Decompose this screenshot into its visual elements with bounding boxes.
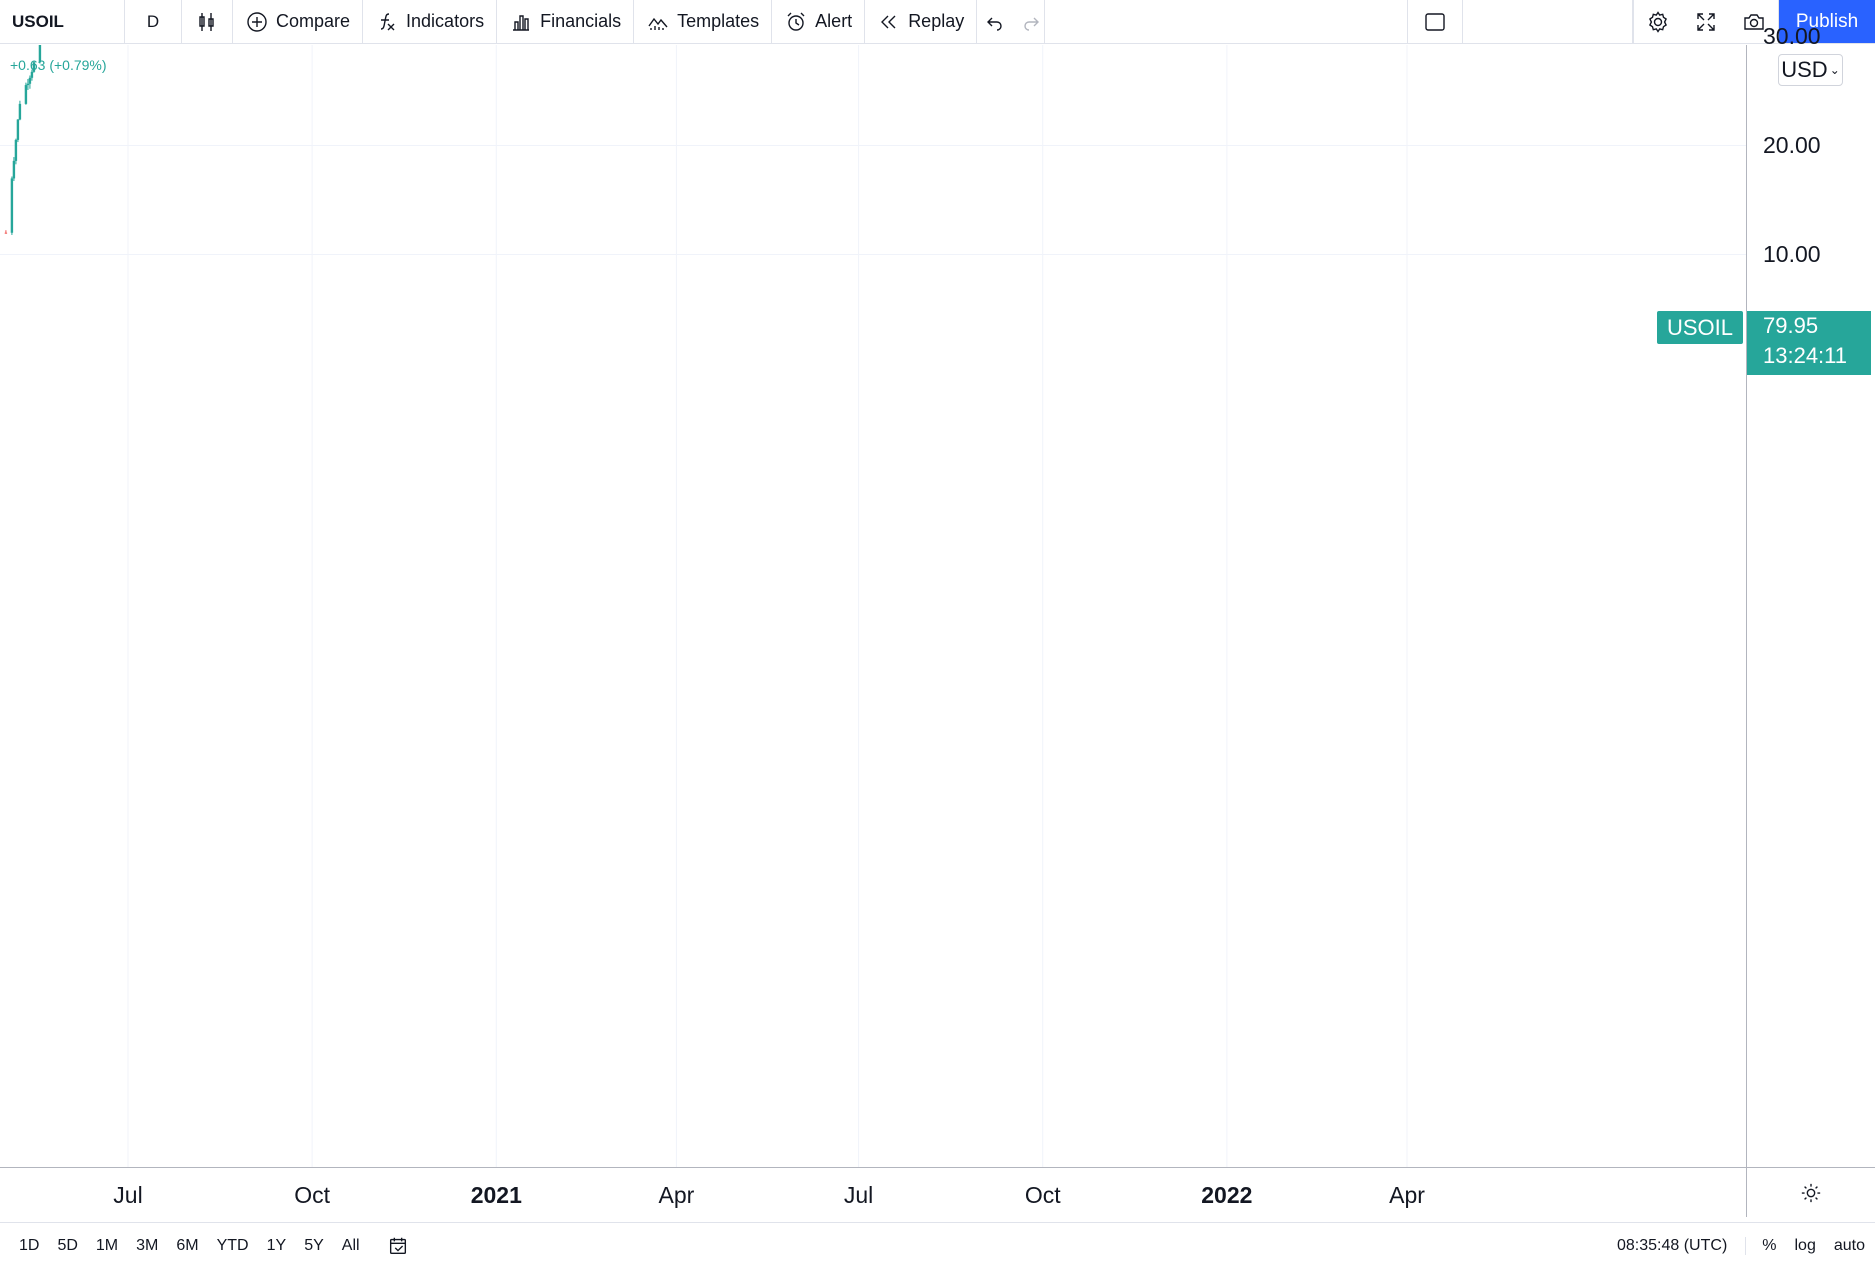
price-tick-label: 10.00 [1763, 240, 1821, 267]
candle-body [12, 160, 16, 179]
financials-button[interactable]: Financials [497, 0, 633, 43]
candle-body [4, 232, 8, 234]
percent-toggle[interactable]: % [1762, 1236, 1777, 1254]
symbol-badge: USOIL [1657, 311, 1743, 344]
financials-label: Financials [540, 11, 622, 31]
templates-icon [648, 17, 668, 30]
alarm-clock-icon [787, 12, 805, 31]
templates-label: Templates [677, 11, 760, 31]
gear-icon[interactable] [1634, 0, 1682, 43]
candle-body [30, 71, 34, 78]
candle-body [24, 85, 28, 104]
range-button-5d[interactable]: 5D [57, 1236, 78, 1254]
price-tick-label: 30.00 [1763, 22, 1821, 49]
templates-button[interactable]: Templates [634, 0, 771, 43]
layout-icon[interactable] [1423, 0, 1447, 43]
candle-body [14, 139, 18, 161]
bar-countdown: 13:24:11 [1763, 343, 1848, 368]
chevron-down-icon: ⌄ [1829, 63, 1840, 77]
candle-body [38, 45, 42, 63]
chart-pane[interactable] [0, 45, 1746, 1167]
range-button-5y[interactable]: 5Y [304, 1236, 324, 1254]
candle-body [26, 83, 30, 86]
time-tick-label: Apr [1389, 1182, 1425, 1208]
currency-label: USD [1781, 57, 1828, 82]
indicators-button[interactable]: Indicators [363, 0, 496, 43]
fullscreen-icon[interactable] [1682, 0, 1730, 43]
alert-label: Alert [815, 11, 853, 31]
price-chart[interactable] [0, 45, 1746, 1167]
time-tick-label: 2021 [470, 1182, 522, 1208]
candle-body [32, 62, 36, 72]
time-tick-label: Jul [113, 1182, 143, 1208]
auto-toggle[interactable]: auto [1833, 1236, 1865, 1254]
range-button-all[interactable]: All [341, 1236, 360, 1254]
time-tick-label: Apr [658, 1182, 695, 1208]
date-range-group: 1D 5D 1M 3M 6M YTD 1Y 5Y All [0, 1237, 369, 1255]
symbol-search-button[interactable]: USOIL [12, 11, 64, 31]
range-button-6m[interactable]: 6M [176, 1236, 199, 1254]
last-price-badge: 79.95 13:24:11 [1747, 311, 1871, 375]
candle-body [10, 178, 14, 233]
price-scale[interactable]: 100.0090.0070.0060.0050.0040.0030.0020.0… [1746, 23, 1875, 1167]
redo-icon[interactable] [1013, 0, 1049, 43]
utc-clock[interactable]: 08:35:48 (UTC) [1617, 1236, 1747, 1255]
time-tick-label: 2022 [1201, 1182, 1253, 1208]
rewind-icon [881, 15, 896, 28]
top-toolbar: USOIL D Compare Indicators Financials [0, 0, 1875, 44]
log-toggle[interactable]: log [1794, 1236, 1816, 1254]
currency-selector[interactable]: USD ⌄ [1778, 54, 1843, 86]
camera-icon[interactable] [1730, 0, 1778, 43]
calendar-icon [389, 1237, 406, 1254]
candle-body [16, 119, 20, 140]
compare-label: Compare [276, 11, 351, 31]
alert-button[interactable]: Alert [772, 0, 864, 43]
sun-gear-icon [1801, 1183, 1821, 1202]
undo-icon[interactable] [977, 0, 1013, 43]
replay-label: Replay [908, 11, 965, 31]
publish-button[interactable]: Publish [1779, 0, 1875, 43]
range-button-1y[interactable]: 1Y [266, 1236, 287, 1254]
go-to-date-button[interactable] [387, 1235, 409, 1257]
time-tick-label: Oct [1024, 1182, 1061, 1208]
axis-settings[interactable] [1746, 1167, 1875, 1217]
time-tick-label: Jul [843, 1182, 874, 1208]
range-button-1d[interactable]: 1D [19, 1236, 40, 1254]
function-icon [380, 12, 395, 30]
last-price: 79.95 [1763, 313, 1819, 338]
bar-chart-icon [513, 14, 530, 31]
price-tick-label: 20.00 [1763, 131, 1821, 158]
candle-body [28, 77, 32, 84]
candle-body [18, 103, 22, 120]
indicators-label: Indicators [406, 11, 485, 31]
price-change-legend: +0.63 (+0.79%) [10, 57, 107, 73]
range-button-1m[interactable]: 1M [95, 1236, 119, 1254]
bottom-toolbar: 1D 5D 1M 3M 6M YTD 1Y 5Y All 08:35:48 (UTC) % lo… [0, 1222, 1875, 1268]
replay-button[interactable]: Replay [865, 0, 976, 43]
compare-button[interactable]: Compare [233, 0, 362, 43]
range-button-3m[interactable]: 3M [136, 1236, 159, 1254]
plus-circle-icon [247, 11, 267, 32]
candles-icon[interactable] [182, 0, 232, 43]
interval-button[interactable]: D [146, 11, 160, 31]
time-tick-label: Oct [294, 1182, 331, 1208]
time-axis[interactable]: Jul Oct 2021 Apr Jul Oct 2022 Apr [0, 1167, 1746, 1217]
range-button-ytd[interactable]: YTD [216, 1236, 249, 1254]
